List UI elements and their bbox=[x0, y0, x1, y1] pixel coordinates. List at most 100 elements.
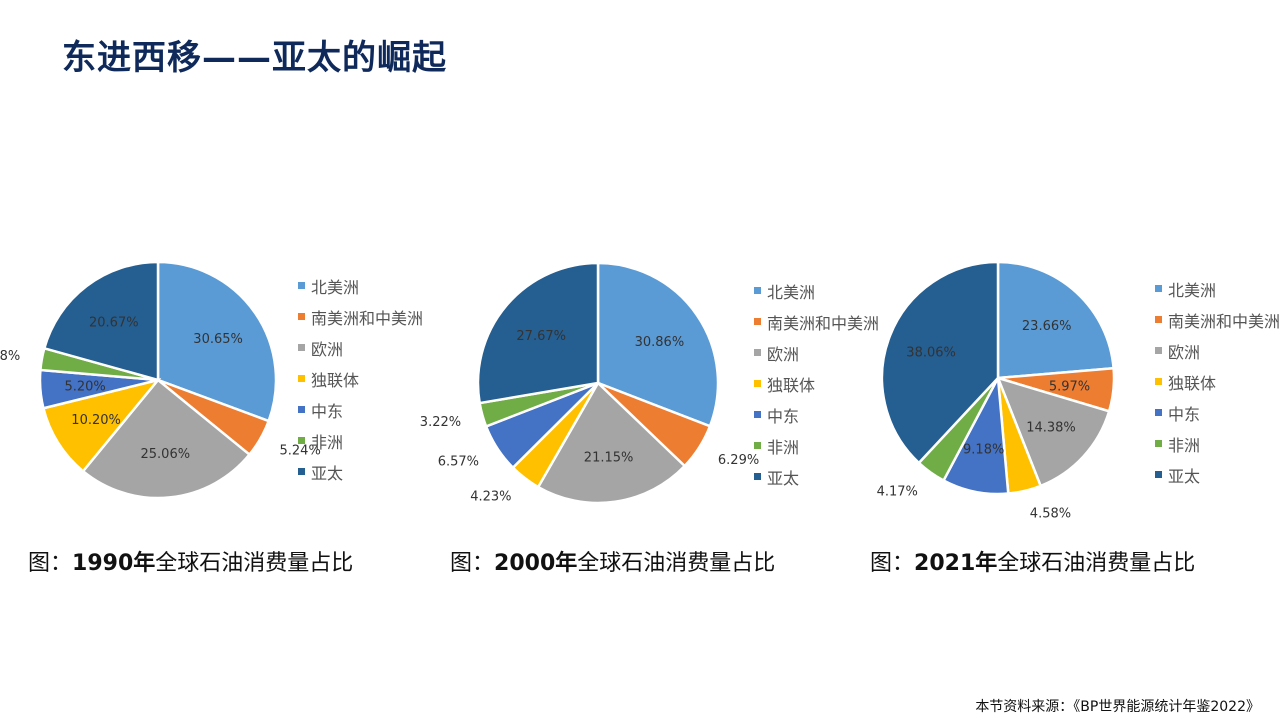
legend-item: 独联体 bbox=[298, 363, 423, 394]
pie-slice bbox=[536, 380, 687, 505]
legend-label: 北美洲 bbox=[1168, 280, 1217, 300]
legend-label: 亚太 bbox=[1168, 466, 1201, 486]
legend-swatch bbox=[298, 406, 305, 413]
pie-1990-svg: 30.65% 5.24% 25.06% 10.20% 5.20% 2.98% 20.67% bbox=[0, 260, 321, 500]
legend-label: 亚太 bbox=[311, 463, 344, 483]
legend-label: 欧洲 bbox=[767, 344, 800, 364]
legend-label: 非洲 bbox=[1168, 435, 1201, 455]
caption-prefix: 图： bbox=[870, 551, 915, 576]
legend-label: 非洲 bbox=[767, 437, 800, 457]
caption-year: 2000年 bbox=[494, 551, 578, 576]
pie-slice bbox=[81, 378, 252, 500]
legend-swatch bbox=[754, 349, 761, 356]
legend-swatch bbox=[1155, 378, 1162, 385]
legend-label: 中东 bbox=[1168, 404, 1201, 424]
legend-swatch bbox=[1155, 471, 1162, 478]
legend-label: 北美洲 bbox=[767, 282, 816, 302]
legend-swatch bbox=[754, 411, 761, 418]
slice-label: 20.67% bbox=[89, 316, 139, 331]
pie-chart-1990: 30.65%5.24%25.06%10.20%5.20%2.98%20.67% … bbox=[0, 0, 440, 600]
slice-label: 21.15% bbox=[584, 451, 634, 466]
legend-item: 欧洲 bbox=[754, 337, 879, 368]
legend-swatch bbox=[298, 344, 305, 351]
slice-label: 5.97% bbox=[1049, 379, 1090, 394]
legend-item: 非洲 bbox=[298, 425, 423, 456]
legend-swatch bbox=[1155, 285, 1162, 292]
caption-suffix: 全球石油消费量占比 bbox=[155, 551, 354, 576]
legend-swatch bbox=[754, 380, 761, 387]
legend-item: 南美洲和中美洲 bbox=[754, 306, 879, 337]
slice-label: 9.18% bbox=[963, 443, 1004, 458]
source-note: 本节资料来源：《BP世界能源统计年鉴2022》 bbox=[975, 699, 1260, 715]
legend-item: 独联体 bbox=[754, 368, 879, 399]
legend-2000: 北美洲 南美洲和中美洲 欧洲 独联体 中东 非洲 亚太 bbox=[754, 275, 879, 492]
slice-label: 4.17% bbox=[877, 484, 918, 499]
legend-item: 中东 bbox=[754, 399, 879, 430]
caption-suffix: 全球石油消费量占比 bbox=[997, 551, 1196, 576]
legend-item: 亚太 bbox=[754, 461, 879, 492]
legend-item: 中东 bbox=[298, 394, 423, 425]
legend-swatch bbox=[1155, 440, 1162, 447]
pie-slice bbox=[880, 260, 1000, 465]
legend-item: 北美洲 bbox=[754, 275, 879, 306]
slice-label: 4.23% bbox=[470, 490, 511, 505]
legend-1990: 北美洲 南美洲和中美洲 欧洲 独联体 中东 非洲 亚太 bbox=[298, 270, 423, 487]
slide-title: 东进西移——亚太的崛起 bbox=[62, 38, 447, 78]
legend-swatch bbox=[754, 318, 761, 325]
caption-prefix: 图： bbox=[28, 551, 73, 576]
legend-label: 欧洲 bbox=[1168, 342, 1201, 362]
slice-label: 6.57% bbox=[438, 454, 479, 469]
caption-suffix: 全球石油消费量占比 bbox=[577, 551, 776, 576]
pie-2000-svg: 30.86% 6.29% 21.15% 4.23% 6.57% 3.22% 27.67% bbox=[420, 261, 759, 505]
pie-chart-2000: 30.86% 6.29% 21.15% 4.23% 6.57% 3.22% 27.67% 北… bbox=[420, 0, 880, 600]
slice-label: 5.24% bbox=[280, 444, 321, 459]
legend-item: 北美洲 bbox=[298, 270, 423, 301]
legend-swatch bbox=[298, 375, 305, 382]
slice-label: 23.66% bbox=[1022, 319, 1072, 334]
slice-label: 30.86% bbox=[635, 335, 685, 350]
pie-slice bbox=[41, 377, 162, 473]
slice-label: 4.58% bbox=[1030, 506, 1071, 521]
slice-label: 38.06% bbox=[906, 346, 956, 361]
slice-label: 10.20% bbox=[71, 413, 121, 428]
pie-slice bbox=[596, 261, 720, 428]
legend-swatch bbox=[1155, 316, 1162, 323]
slice-label: 6.29% bbox=[718, 453, 759, 468]
pie-2021-svg: 23.66% 5.97% 14.38% 4.58% 9.18% 4.17% 38.06% bbox=[877, 260, 1116, 521]
legend-item: 非洲 bbox=[754, 430, 879, 461]
legend-swatch bbox=[298, 313, 305, 320]
legend-label: 中东 bbox=[311, 401, 344, 421]
legend-swatch bbox=[754, 473, 761, 480]
legend-item: 北美洲 bbox=[1155, 273, 1280, 304]
legend-label: 独联体 bbox=[311, 370, 360, 390]
legend-swatch bbox=[754, 442, 761, 449]
legend-swatch bbox=[754, 287, 761, 294]
pie-slice bbox=[476, 261, 600, 405]
legend-label: 独联体 bbox=[767, 375, 816, 395]
caption-prefix: 图： bbox=[450, 551, 495, 576]
legend-label: 亚太 bbox=[767, 468, 800, 488]
slice-label: 3.22% bbox=[420, 415, 461, 430]
legend-swatch bbox=[298, 437, 305, 444]
slice-label: 14.38% bbox=[1026, 421, 1076, 436]
pie-slice bbox=[156, 260, 278, 423]
legend-swatch bbox=[1155, 409, 1162, 416]
slice-label: 5.20% bbox=[64, 380, 105, 395]
legend-item: 中东 bbox=[1155, 397, 1280, 428]
slice-label: 2.98% bbox=[0, 349, 20, 364]
pie-slice bbox=[996, 260, 1115, 380]
legend-2021: 北美洲 南美洲和中美洲 欧洲 独联体 中东 非洲 亚太 bbox=[1155, 273, 1280, 490]
slice-label: 30.65% bbox=[193, 332, 243, 347]
legend-item: 欧洲 bbox=[298, 332, 423, 363]
legend-label: 独联体 bbox=[1168, 373, 1217, 393]
legend-swatch bbox=[298, 282, 305, 289]
legend-label: 南美洲和中美洲 bbox=[1168, 311, 1280, 331]
pie-chart-2021: 23.66% 5.97% 14.38% 4.58% 9.18% 4.17% 38.06% 北… bbox=[840, 0, 1280, 600]
legend-label: 欧洲 bbox=[311, 339, 344, 359]
caption-year: 1990年 bbox=[72, 551, 156, 576]
slice-label: 25.06% bbox=[141, 447, 191, 462]
legend-swatch bbox=[1155, 347, 1162, 354]
caption-2000: 图：2000年全球石油消费量占比 bbox=[450, 545, 775, 577]
legend-label: 非洲 bbox=[311, 432, 344, 452]
caption-year: 2021年 bbox=[914, 551, 998, 576]
